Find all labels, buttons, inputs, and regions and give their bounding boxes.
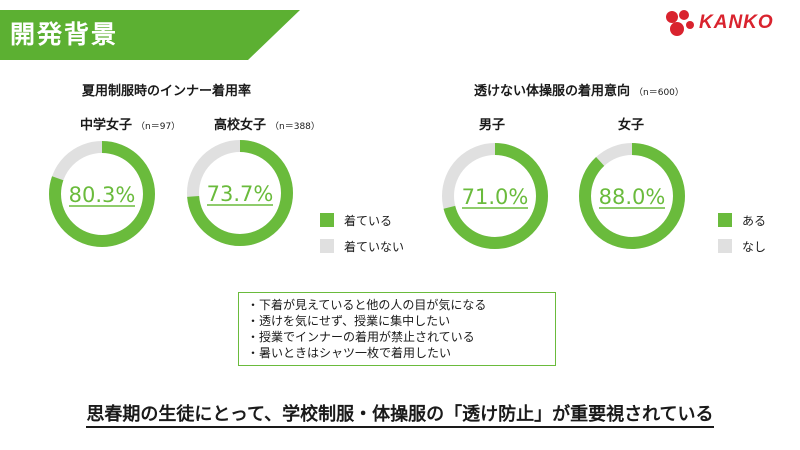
donut-value-label: 88.0% <box>599 185 666 209</box>
donut-chart-boys: 71.0% <box>442 143 548 249</box>
logo-mark-icon <box>666 10 694 36</box>
legend-item-wearing: 着ている <box>320 209 404 231</box>
right-section-title: 透けない体操服の着用意向 （n＝600） <box>474 84 684 99</box>
donut-slice-ある <box>442 143 548 249</box>
logo-text: KANKO <box>699 12 774 33</box>
right-legend: ある なし <box>718 209 766 261</box>
left-legend: 着ている 着ていない <box>320 209 404 261</box>
chart-label-high-school: 高校女子 （n＝388） <box>214 118 320 133</box>
legend-label: 着ていない <box>344 239 405 254</box>
legend-item-not-wearing: 着ていない <box>320 235 404 257</box>
legend-label: 着ている <box>344 213 393 228</box>
legend-swatch-gray <box>718 239 732 253</box>
chart-label-junior-high: 中学女子 （n＝97） <box>80 118 181 133</box>
legend-item-no: なし <box>718 235 766 257</box>
donut-chart-high-school: 73.7% <box>187 140 293 246</box>
donut-slice-ある <box>579 143 685 249</box>
reason-item: 授業でインナーの着用が禁止されている <box>247 329 547 345</box>
title-banner-shape <box>0 10 300 60</box>
reason-item: 下着が見えていると他の人の目が気になる <box>247 297 547 313</box>
reason-item: 暑いときはシャツ一枚で着用したい <box>247 345 547 361</box>
title-banner: 開発背景 <box>0 10 300 60</box>
conclusion-text: 思春期の生徒にとって、学校制服・体操服の「透け防止」が重要視されている <box>0 400 800 428</box>
conclusion-underlined: 思春期の生徒にとって、学校制服・体操服の「透け防止」が重要視されている <box>86 404 714 428</box>
legend-label: なし <box>742 239 767 254</box>
page-title: 開発背景 <box>10 20 119 49</box>
kanko-logo: KANKO <box>663 8 783 38</box>
chart-label-girls: 女子 <box>618 118 645 133</box>
chart-label-boys: 男子 <box>479 118 506 133</box>
donut-chart-junior-high: 80.3% <box>49 141 155 247</box>
donut-slice-着ている <box>187 140 293 246</box>
reasons-box: 下着が見えていると他の人の目が気になる 透けを気にせず、授業に集中したい 授業で… <box>238 292 556 366</box>
donut-value-label: 80.3% <box>69 183 136 207</box>
legend-swatch-green <box>320 213 334 227</box>
legend-label: ある <box>742 213 767 228</box>
legend-swatch-green <box>718 213 732 227</box>
legend-swatch-gray <box>320 239 334 253</box>
donut-value-label: 71.0% <box>462 185 529 209</box>
donut-chart-girls: 88.0% <box>579 143 685 249</box>
legend-item-yes: ある <box>718 209 766 231</box>
donut-slice-着ている <box>49 141 155 247</box>
donut-value-label: 73.7% <box>207 182 274 206</box>
reason-item: 透けを気にせず、授業に集中したい <box>247 313 547 329</box>
left-section-title: 夏用制服時のインナー着用率 <box>82 84 252 99</box>
